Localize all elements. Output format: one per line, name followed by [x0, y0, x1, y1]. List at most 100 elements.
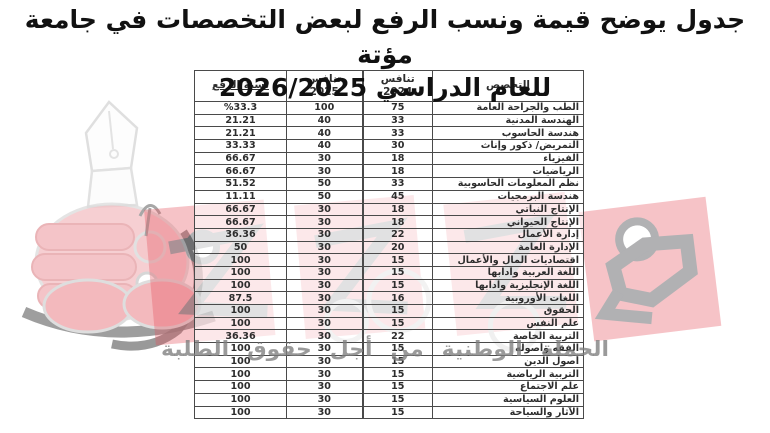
table-row: الآثار والسياحة 15 30 100: [194, 405, 584, 420]
comp-2025-cell: 30: [286, 316, 363, 331]
comp-2024-cell: 45: [361, 189, 433, 204]
comp-2024-cell: 15: [361, 367, 433, 382]
comp-2024-cell: 30: [361, 139, 433, 153]
fist-holding-pen-icon: [21, 100, 216, 351]
raise-rate-cell: %33.3: [194, 101, 287, 115]
raise-rate-cell: 51.52: [194, 177, 287, 191]
comp-2024-cell: 20: [361, 240, 433, 255]
majors-table-wrap: التخصص تنافس 2024 تنافس 2025 نسبة الرفع: [194, 70, 584, 420]
table-row: الفيزياء 18 30 66.67: [194, 151, 584, 166]
comp-2025-cell: 30: [286, 380, 363, 394]
major-name-cell: الفقه وأصوله: [432, 342, 584, 356]
raise-rate-cell: 33.33: [194, 139, 287, 153]
major-name-cell: اقتصاديات المال والأعمال: [432, 253, 584, 267]
major-name-cell: علم الاجتماع: [432, 380, 584, 394]
major-name-cell: هندسة الحاسوب: [432, 126, 584, 141]
raise-rate-cell: 36.36: [194, 329, 287, 344]
comp-2024-cell: 75: [361, 101, 433, 115]
major-name-cell: التمريض/ ذكور وإناث: [432, 139, 584, 153]
comp-2025-cell: 50: [286, 177, 363, 191]
major-name-cell: الإدارة العامة: [432, 240, 584, 255]
major-name-cell: علم النفس: [432, 316, 584, 331]
header-raise-rate: نسبة الرفع: [194, 70, 287, 102]
raise-rate-cell: 36.36: [194, 227, 287, 242]
comp-2025-cell: 40: [286, 126, 363, 141]
comp-2025-cell: 30: [286, 278, 363, 293]
comp-2024-cell: 15: [361, 342, 433, 356]
raise-rate-cell: 87.5: [194, 291, 287, 305]
comp-2024-cell: 15: [361, 392, 433, 407]
comp-2025-cell: 40: [286, 113, 363, 128]
comp-2024-cell: 15: [361, 265, 433, 280]
table-row: علم الاجتماع 15 30 100: [194, 380, 584, 394]
major-name-cell: التربية الرياضية: [432, 367, 584, 382]
major-name-cell: التربية الخاصة: [432, 329, 584, 344]
table-row: الطب والجراحة العامة 75 100 %33.3: [194, 101, 584, 115]
raise-rate-cell: 100: [194, 380, 287, 394]
comp-2025-cell: 30: [286, 202, 363, 217]
table-row: الرياضيات 18 30 66.67: [194, 164, 584, 179]
raise-rate-cell: 100: [194, 342, 287, 356]
comp-2025-cell: 30: [286, 291, 363, 305]
comp-2025-cell: 30: [286, 405, 363, 420]
comp-2024-cell: 16: [361, 291, 433, 305]
raise-rate-cell: 100: [194, 316, 287, 331]
table-row: اللغة الإنجليزية وآدابها 15 30 100: [194, 278, 584, 293]
comp-2024-cell: 15: [361, 354, 433, 369]
comp-2025-cell: 30: [286, 265, 363, 280]
raise-rate-cell: 21.21: [194, 113, 287, 128]
table-row: نظم المعلومات الحاسوبية 33 50 51.52: [194, 177, 584, 191]
comp-2025-cell: 30: [286, 354, 363, 369]
comp-2024-cell: 33: [361, 113, 433, 128]
comp-2024-cell: 15: [361, 304, 433, 318]
table-row: الهندسة المدنية 33 40 21.21: [194, 113, 584, 128]
table-row: الفقه وأصوله 15 30 100: [194, 342, 584, 356]
header-comp-2024: تنافس 2024: [361, 70, 433, 102]
major-name-cell: الإنتاج النباتي: [432, 202, 584, 217]
comp-2025-cell: 30: [286, 367, 363, 382]
comp-2024-cell: 15: [361, 405, 433, 420]
table-row: هندسة الحاسوب 33 40 21.21: [194, 126, 584, 141]
page-title: جدول يوضح قيمة ونسب الرفع لبعض التخصصات …: [0, 2, 770, 104]
table-row: اقتصاديات المال والأعمال 15 30 100: [194, 253, 584, 267]
comp-2025-cell: 30: [286, 253, 363, 267]
table-row: هندسة البرمجيات 45 50 11.11: [194, 189, 584, 204]
comp-2024-cell: 15: [361, 380, 433, 394]
comp-2024-cell: 18: [361, 164, 433, 179]
raise-rate-cell: 100: [194, 405, 287, 420]
comp-2025-cell: 30: [286, 329, 363, 344]
table-row: اللغات الأوروبية 16 30 87.5: [194, 291, 584, 305]
comp-2025-cell: 30: [286, 392, 363, 407]
comp-2024-cell: 18: [361, 202, 433, 217]
comp-2024-cell: 33: [361, 126, 433, 141]
table-row: إدارة الأعمال 22 30 36.36: [194, 227, 584, 242]
major-name-cell: الفيزياء: [432, 151, 584, 166]
table-row: علم النفس 15 30 100: [194, 316, 584, 331]
comp-2025-cell: 30: [286, 240, 363, 255]
raise-rate-cell: 100: [194, 354, 287, 369]
major-name-cell: الرياضيات: [432, 164, 584, 179]
comp-2024-cell: 15: [361, 316, 433, 331]
major-name-cell: اللغات الأوروبية: [432, 291, 584, 305]
majors-table-body: الطب والجراحة العامة 75 100 %33.3 الهندس…: [194, 101, 584, 420]
raise-rate-cell: 66.67: [194, 215, 287, 229]
major-name-cell: الحقوق: [432, 304, 584, 318]
comp-2024-cell: 15: [361, 278, 433, 293]
table-row: اللغة العربية وآدابها 15 30 100: [194, 265, 584, 280]
table-row: الإنتاج النباتي 18 30 66.67: [194, 202, 584, 217]
comp-2025-cell: 40: [286, 139, 363, 153]
raise-rate-cell: 100: [194, 253, 287, 267]
comp-2024-cell: 22: [361, 227, 433, 242]
comp-2025-cell: 30: [286, 215, 363, 229]
major-name-cell: إدارة الأعمال: [432, 227, 584, 242]
raise-rate-cell: 11.11: [194, 189, 287, 204]
table-row: الإنتاج الحيواني 18 30 66.67: [194, 215, 584, 229]
comp-2025-cell: 30: [286, 151, 363, 166]
raise-rate-cell: 100: [194, 392, 287, 407]
major-name-cell: أصول الدين: [432, 354, 584, 369]
page-title-line1: جدول يوضح قيمة ونسب الرفع لبعض التخصصات …: [24, 5, 746, 69]
major-name-cell: الإنتاج الحيواني: [432, 215, 584, 229]
major-name-cell: العلوم السياسية: [432, 392, 584, 407]
comp-2024-cell: 15: [361, 253, 433, 267]
